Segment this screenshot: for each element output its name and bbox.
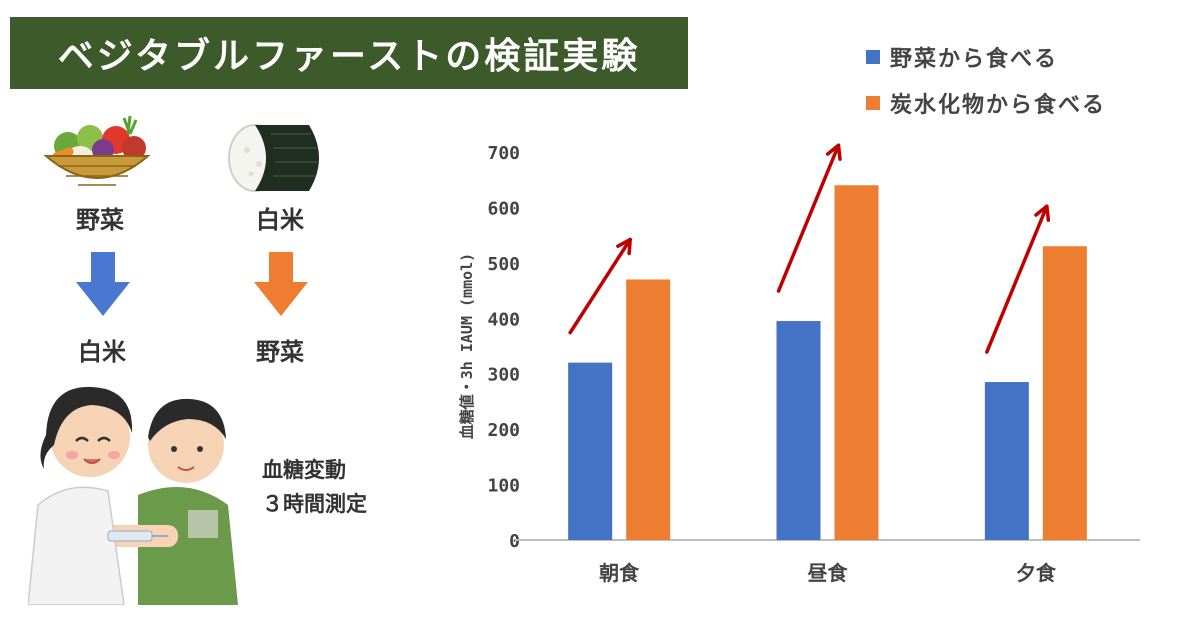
bar-vegetable-first [776, 321, 821, 540]
bar-carb-first [1042, 246, 1087, 540]
legend-item-carb-first: 炭水化物から食べる [866, 86, 1106, 120]
bar-vegetable-first [568, 362, 613, 540]
legend-label-carb-first: 炭水化物から食べる [890, 93, 1107, 118]
bar-vegetable-first [984, 382, 1029, 540]
legend-swatch-vegetable-first [866, 50, 880, 64]
x-tick-label: 朝食 [599, 561, 640, 585]
page-title: ベジタブルファーストの検証実験 [57, 36, 641, 77]
rice-ball-icon [228, 124, 319, 192]
col1-top-label: 野菜 [76, 206, 124, 234]
bar-chart: 0 100 200 300 400 500 600 700 血糖値・3h IAUM (mmol)… [458, 143, 1140, 585]
bar-carb-first [834, 185, 879, 540]
trend-arrow-head [616, 237, 632, 256]
x-tick-label: 夕食 [1016, 561, 1057, 585]
trend-arrow-head [825, 143, 842, 161]
col2-top-label: 白米 [256, 206, 304, 234]
note-line-2: ３時間測定 [262, 492, 367, 516]
trend-arrow [776, 143, 841, 293]
x-tick-label: 昼食 [808, 561, 849, 585]
col2-bottom-label: 野菜 [256, 338, 304, 366]
trend-arrow [985, 204, 1049, 354]
measurement-note: 血糖変動 ３時間測定 [262, 453, 367, 521]
bar-carb-first [626, 279, 671, 540]
legend-label-vegetable-first: 野菜から食べる [890, 47, 1059, 72]
trend-arrow-head [1034, 204, 1051, 222]
note-line-1: 血糖変動 [262, 458, 346, 482]
vegetable-basket-icon [43, 115, 151, 186]
y-tick-label: 400 [487, 309, 520, 330]
y-tick-label: 200 [487, 420, 520, 441]
legend-swatch-carb-first [866, 96, 880, 110]
title-banner: ベジタブルファーストの検証実験 [10, 17, 688, 89]
y-axis-label: 血糖値・3h IAUM (mmol) [458, 253, 476, 439]
legend-item-vegetable-first: 野菜から食べる [866, 40, 1106, 74]
arrow-down-icon [76, 252, 130, 316]
chart-legend: 野菜から食べる 炭水化物から食べる [866, 40, 1106, 132]
y-tick-label: 100 [487, 476, 520, 497]
trend-arrow [568, 237, 632, 335]
arrow-down-icon [254, 252, 308, 316]
y-tick-label: 700 [487, 143, 520, 164]
y-tick-label: 300 [487, 365, 520, 386]
col1-bottom-label: 白米 [78, 338, 126, 366]
y-tick-label: 500 [487, 254, 520, 275]
y-tick-label: 600 [487, 198, 520, 219]
nurse-patient-illustration [28, 386, 238, 605]
y-tick-label: 0 [509, 531, 520, 552]
